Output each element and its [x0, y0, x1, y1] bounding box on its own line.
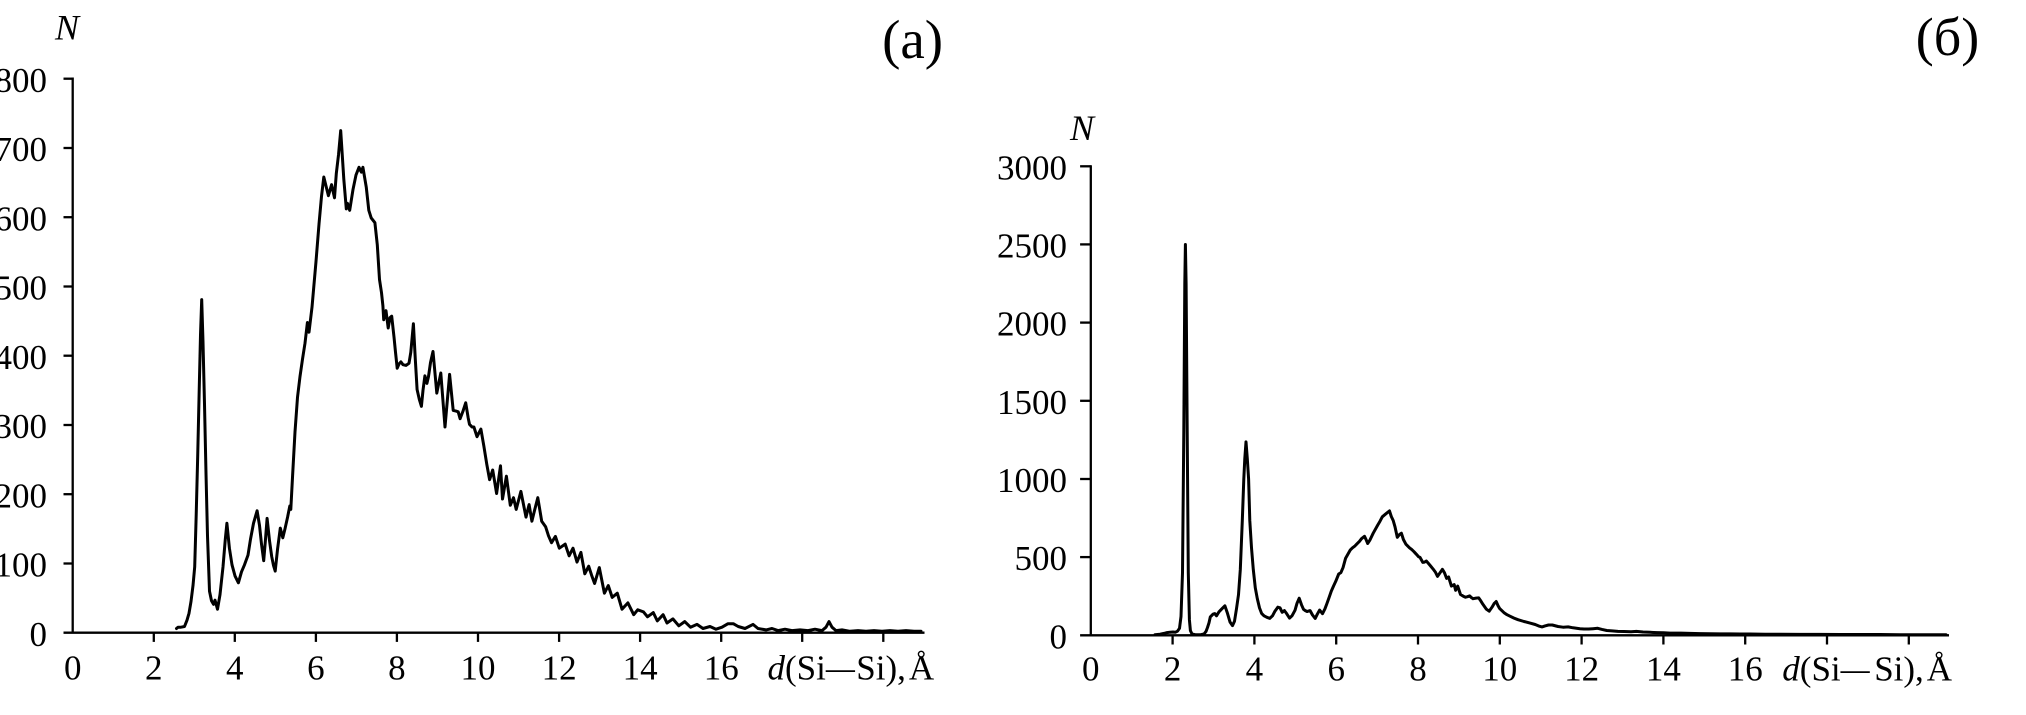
svg-text:0: 0	[1050, 617, 1068, 656]
svg-text:600: 600	[0, 199, 47, 238]
svg-text:6: 6	[307, 648, 325, 687]
svg-text:4: 4	[1246, 649, 1264, 688]
svg-text:100: 100	[0, 546, 47, 585]
svg-text:(б): (б)	[1916, 7, 1979, 67]
svg-text:Si), Å: Si), Å	[1874, 649, 1953, 688]
svg-text:12: 12	[1564, 649, 1599, 688]
svg-text:2: 2	[145, 648, 163, 687]
svg-text:2: 2	[1164, 649, 1182, 688]
svg-text:1000: 1000	[997, 461, 1067, 500]
svg-text:16: 16	[1728, 649, 1763, 688]
svg-text:1500: 1500	[997, 383, 1067, 422]
svg-text:6: 6	[1327, 649, 1345, 688]
svg-text:2000: 2000	[997, 305, 1067, 344]
svg-text:N: N	[1069, 108, 1096, 148]
svg-text:300: 300	[0, 407, 47, 446]
svg-text:8: 8	[1409, 649, 1427, 688]
svg-text:N: N	[54, 8, 81, 48]
svg-text:0: 0	[1082, 649, 1100, 688]
svg-text:500: 500	[0, 269, 47, 308]
svg-text:2500: 2500	[997, 227, 1067, 266]
svg-text:3000: 3000	[997, 148, 1067, 187]
svg-text:8: 8	[388, 648, 406, 687]
svg-text:10: 10	[1482, 649, 1517, 688]
svg-text:4: 4	[226, 648, 244, 687]
svg-text:0: 0	[64, 648, 82, 687]
svg-text:14: 14	[623, 648, 658, 687]
svg-text:800: 800	[0, 61, 47, 100]
svg-text:200: 200	[0, 476, 47, 515]
svg-text:Si), Å: Si), Å	[856, 648, 935, 687]
svg-text:700: 700	[0, 130, 47, 169]
svg-text:(а): (а)	[882, 9, 943, 70]
svg-text:10: 10	[461, 648, 496, 687]
svg-text:500: 500	[1015, 539, 1068, 578]
svg-text:12: 12	[542, 648, 577, 687]
svg-text:14: 14	[1646, 649, 1681, 688]
svg-text:0: 0	[30, 615, 48, 654]
svg-text:d(Si—: d(Si—	[768, 648, 856, 687]
svg-text:d(Si—: d(Si—	[1782, 649, 1870, 688]
svg-text:400: 400	[0, 338, 47, 377]
svg-text:16: 16	[704, 648, 739, 687]
